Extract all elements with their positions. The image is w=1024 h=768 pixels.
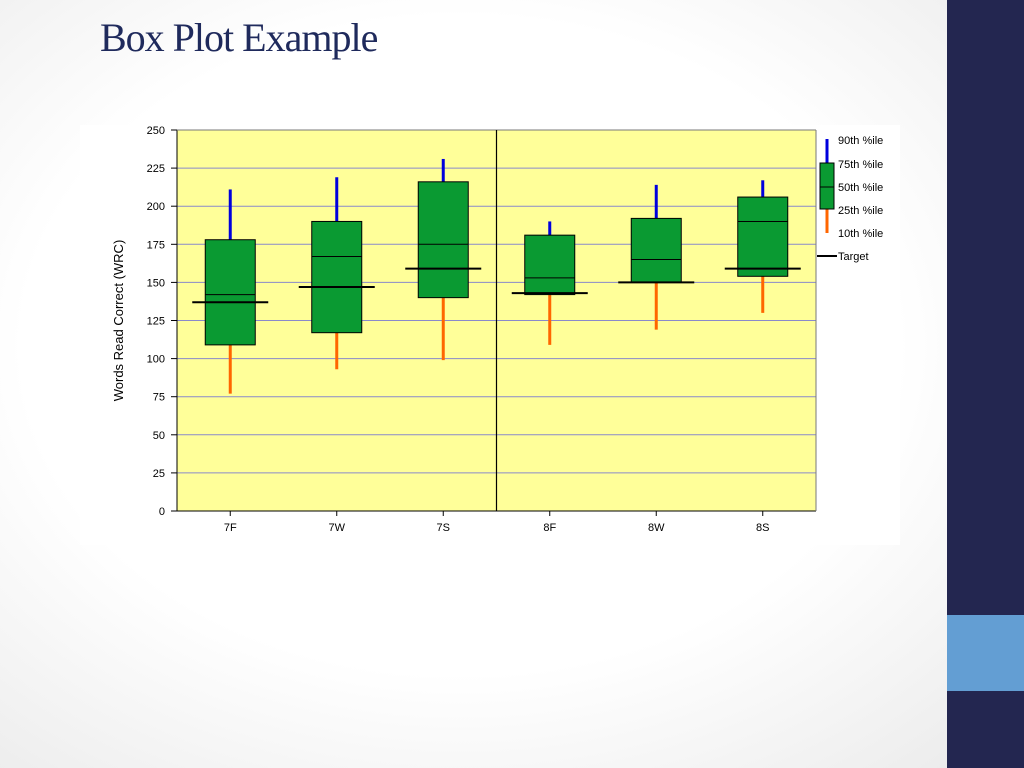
box-iqr: [311, 220, 363, 334]
chart-svg: 0 25 50 75 100 125 150 175 200 225 250 Words Read C…: [111, 125, 883, 534]
x-tick-label: 7S: [437, 522, 450, 534]
x-tick-label: 7F: [224, 522, 237, 534]
y-tick-label: 175: [147, 239, 165, 251]
y-tick-label: 125: [147, 316, 165, 328]
legend-label: 75th %ile: [838, 159, 883, 171]
y-tick-label: 150: [147, 277, 165, 289]
box-iqr: [417, 181, 469, 299]
sidebar-accent-block: [947, 615, 1024, 691]
x-tick-label: 8F: [543, 522, 556, 534]
slide-title: Box Plot Example: [100, 15, 378, 60]
x-tick-label: 8W: [648, 522, 665, 534]
y-tick-label: 250: [147, 125, 165, 137]
legend-label: 10th %ile: [838, 228, 883, 240]
x-tick-label: 8S: [756, 522, 769, 534]
legend-label: 25th %ile: [838, 205, 883, 217]
x-tick-label: 7W: [329, 522, 346, 534]
box-iqr: [204, 239, 256, 346]
box-iqr: [524, 234, 576, 296]
y-tick-label: 200: [147, 201, 165, 213]
legend-label: 90th %ile: [838, 135, 883, 147]
y-tick-label: 0: [159, 506, 165, 518]
y-tick-label: 75: [153, 392, 165, 404]
y-tick-label: 225: [147, 163, 165, 175]
legend-box: [819, 162, 835, 210]
y-axis-label: Words Read Correct (WRC): [111, 240, 126, 402]
box-iqr: [630, 217, 682, 283]
legend-label: 50th %ile: [838, 182, 883, 194]
legend-label: Target: [838, 251, 869, 263]
y-tick-label: 50: [153, 430, 165, 442]
box-iqr: [737, 196, 789, 277]
y-tick-label: 100: [147, 354, 165, 366]
box-plot-chart: 0 25 50 75 100 125 150 175 200 225 250 Words Read C…: [80, 125, 900, 545]
y-tick-label: 25: [153, 468, 165, 480]
